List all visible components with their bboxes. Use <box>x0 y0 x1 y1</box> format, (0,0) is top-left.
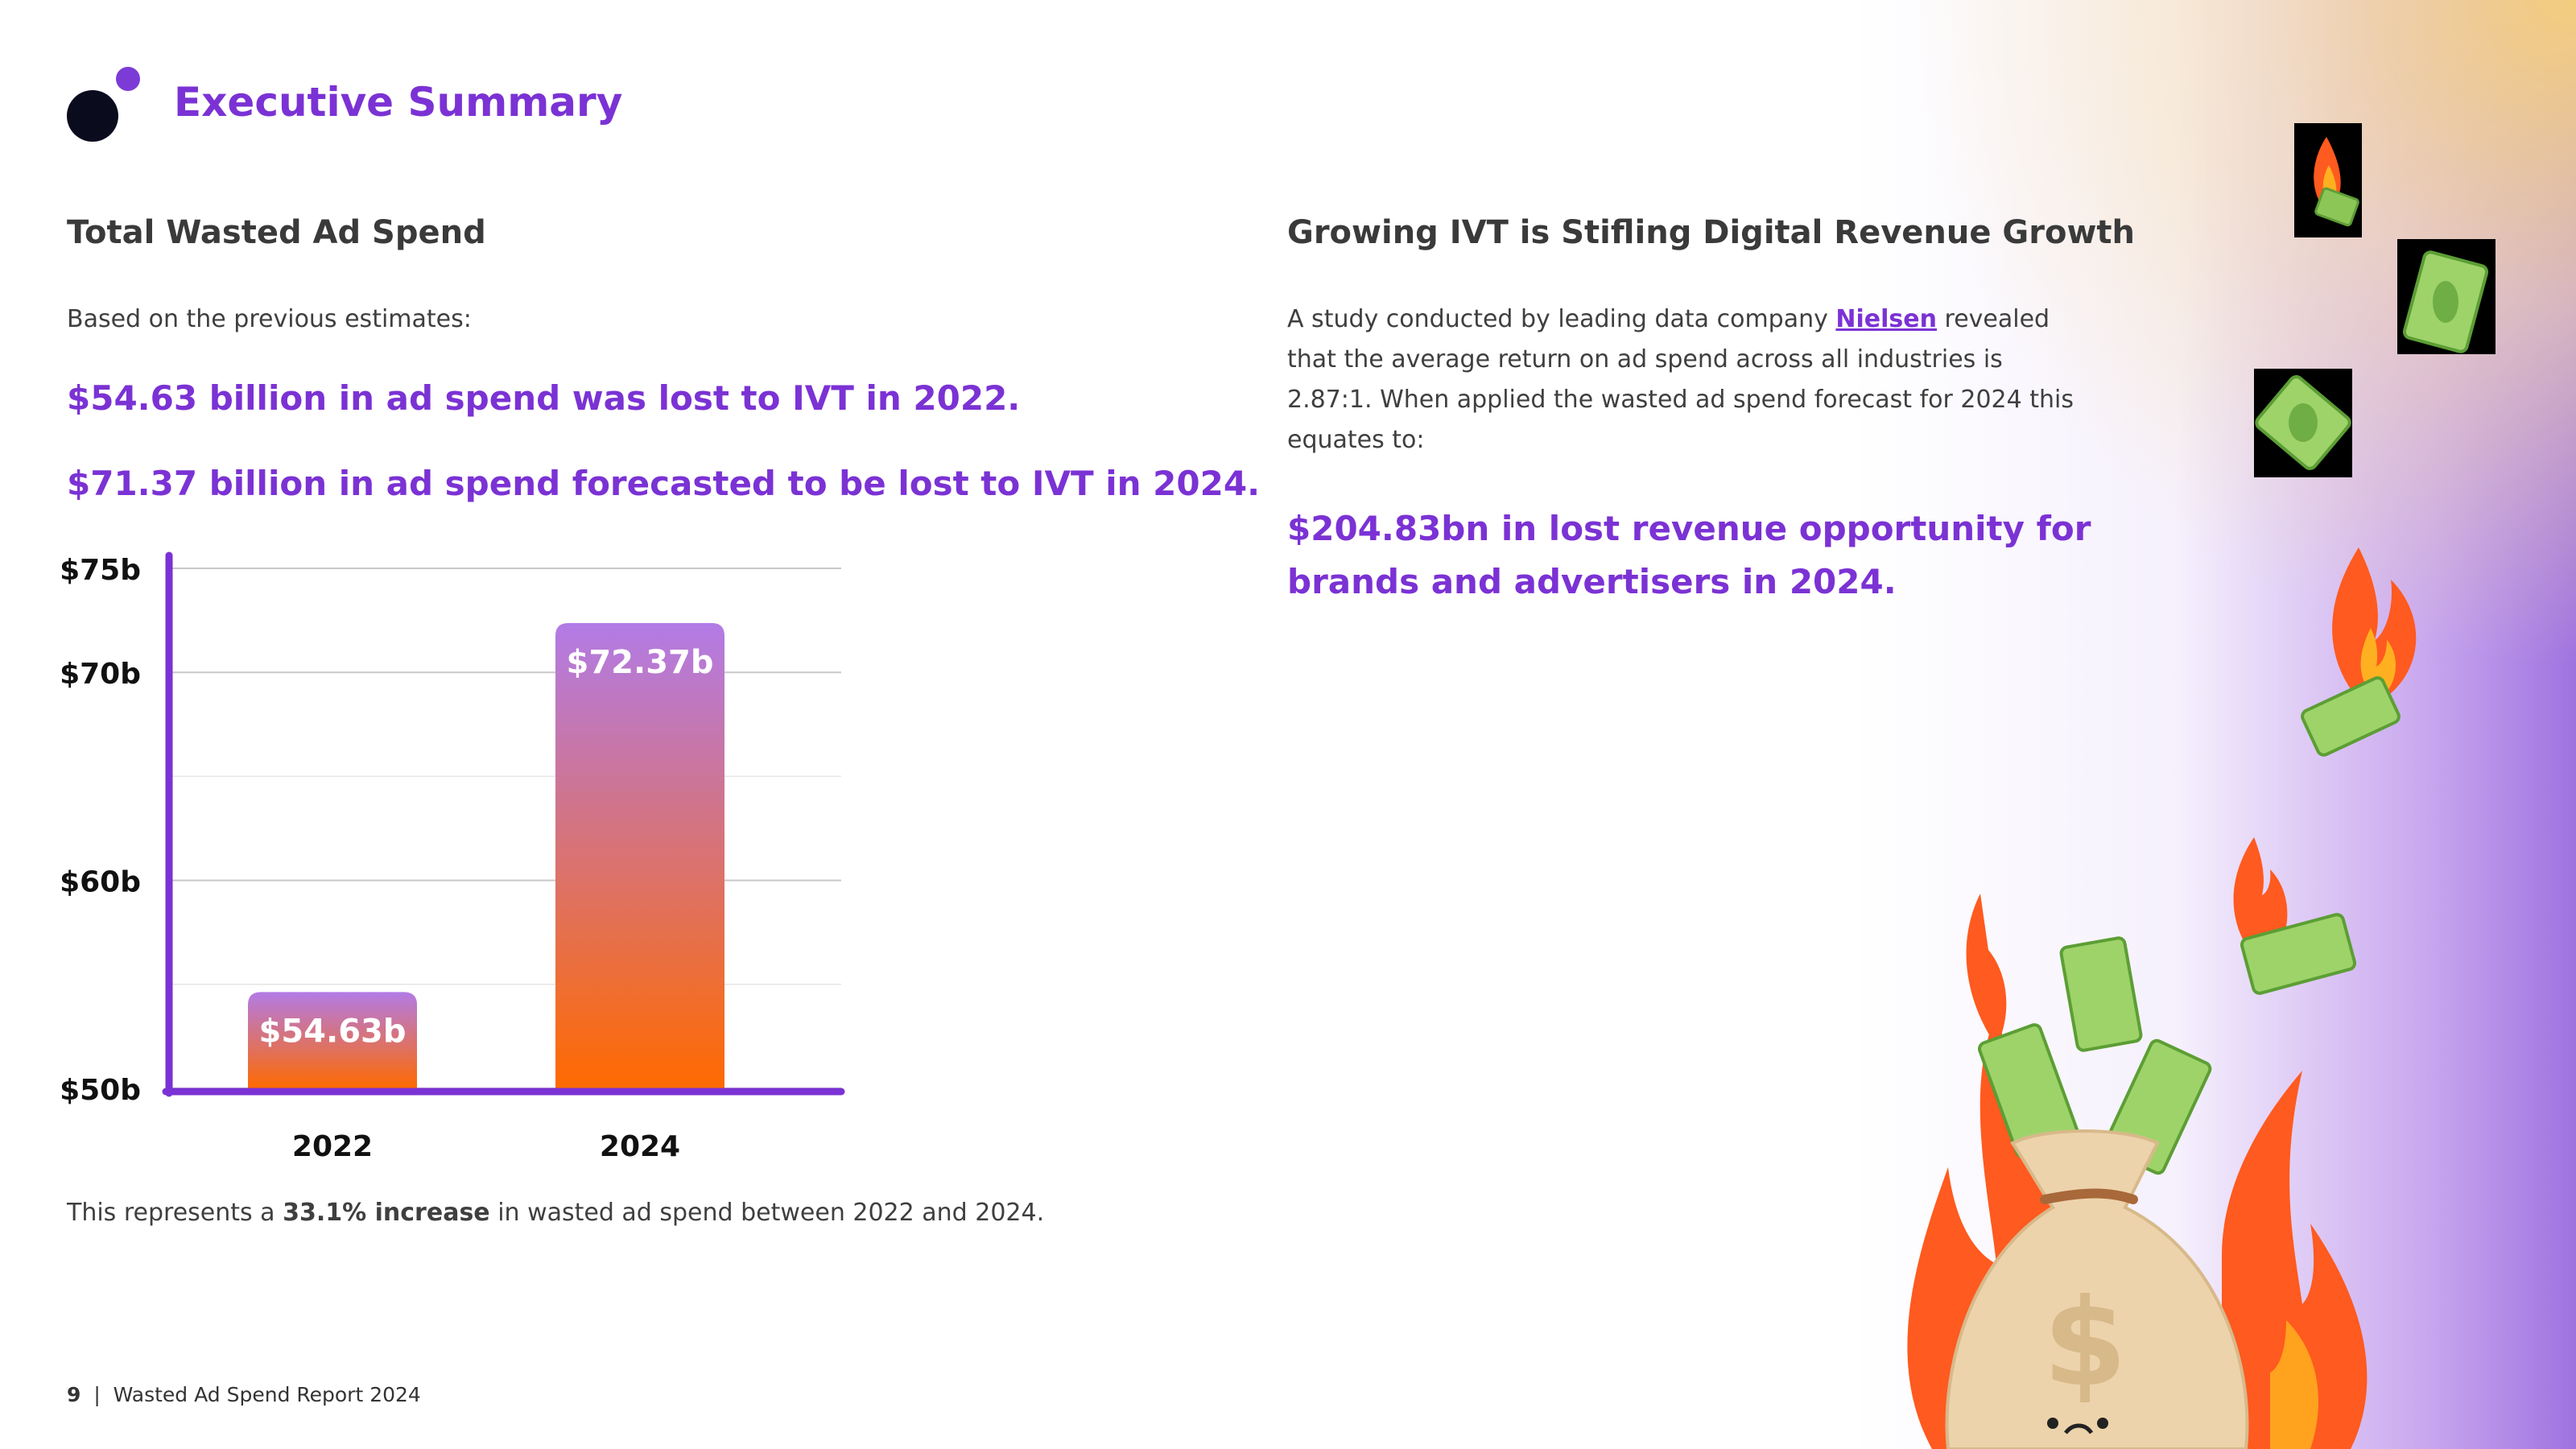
bar-data-label: $54.63b <box>259 1013 407 1050</box>
svg-text:$: $ <box>2043 1274 2127 1414</box>
y-tick-label: $50b <box>60 1074 141 1107</box>
footer: 9 | Wasted Ad Spend Report 2024 <box>67 1383 421 1406</box>
cash-bill-icon <box>2397 239 2496 354</box>
y-tick-label: $60b <box>60 866 141 899</box>
summary-text: This represents a 33.1% increase in wast… <box>67 1199 1045 1227</box>
fire-icon <box>2233 837 2357 995</box>
bar-2024 <box>555 622 724 1088</box>
logo-dot-icon <box>67 90 118 142</box>
background-glow <box>1852 0 2576 724</box>
money-bag-icon: $ <box>1945 1129 2249 1449</box>
stat-2022: $54.63 billion in ad spend was lost to I… <box>67 378 1021 418</box>
stat-2024: $71.37 billion in ad spend forecasted to… <box>67 464 1261 503</box>
right-paragraph: A study conducted by leading data compan… <box>1287 305 2074 454</box>
x-tick-label: 2022 <box>292 1130 373 1163</box>
logo-accent-dot-icon <box>116 67 140 91</box>
y-tick-label: $70b <box>60 658 141 691</box>
left-intro: Based on the previous estimates: <box>67 305 472 333</box>
x-tick-label: 2024 <box>600 1130 680 1163</box>
bar-data-label: $72.37b <box>567 644 714 681</box>
fire-icon <box>2301 547 2417 757</box>
y-tick-label: $75b <box>60 554 141 587</box>
footer-report-title: Wasted Ad Spend Report 2024 <box>113 1383 421 1406</box>
right-heading: Growing IVT is Stifling Digital Revenue … <box>1287 214 2136 251</box>
cash-bill-icon <box>2294 123 2362 237</box>
nielsen-link[interactable]: Nielsen <box>1835 305 1937 333</box>
page-number: 9 <box>67 1383 81 1406</box>
cash-bill-icon <box>2254 369 2352 477</box>
page-title: Executive Summary <box>174 79 623 126</box>
left-heading: Total Wasted Ad Spend <box>67 214 486 251</box>
lost-revenue-highlight: $204.83bn in lost revenue opportunity fo… <box>1287 509 2091 601</box>
summary-increase: 33.1% increase <box>283 1199 490 1227</box>
bar-2022 <box>248 992 417 1088</box>
footer-separator: | <box>93 1383 101 1406</box>
